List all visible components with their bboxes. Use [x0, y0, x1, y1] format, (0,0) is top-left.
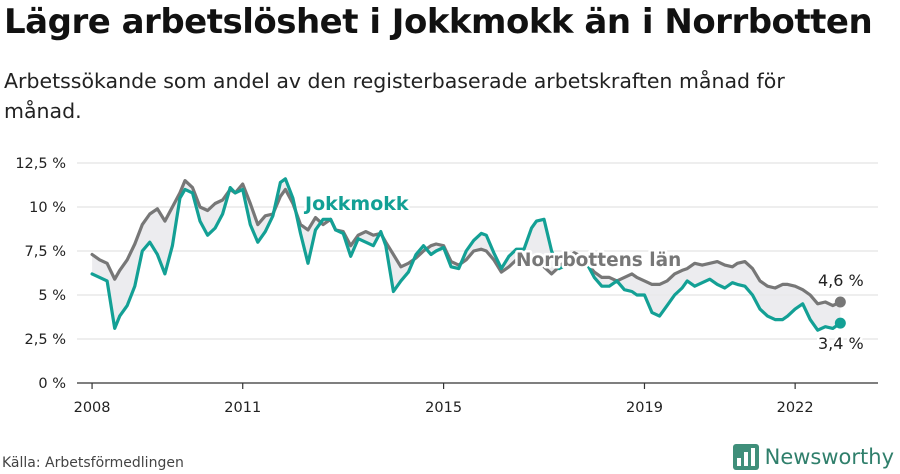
source-note: Källa: Arbetsförmedlingen	[2, 455, 184, 471]
bar-chart-icon	[732, 444, 759, 470]
chart-subtitle: Arbetssökande som andel av den registerb…	[4, 69, 785, 123]
end-label-norrbotten-halo: 4,6 %	[818, 271, 864, 290]
series-line-jokkmokk	[90, 177, 842, 332]
series-label-norrbotten-halo: Norrbottens län	[516, 250, 681, 271]
y-tick-label: 0 %	[38, 376, 66, 392]
end-point-norrbotten	[834, 296, 846, 308]
series-layer	[90, 177, 846, 332]
series-label-jokkmokk-halo: Jokkmokk	[303, 193, 409, 215]
brand-name: Newsworthy	[764, 445, 894, 469]
end-label-norrbotten: 4,6 %	[818, 271, 864, 290]
grid-layer: 0 % 2,5 % 5 % 7,5 % 10 % 12,5 % 2008 2011 2015 20…	[15, 156, 878, 416]
y-tick-label: 10 %	[29, 200, 66, 216]
end-label-jokkmokk: 3,4 %	[818, 334, 864, 353]
brand-logo: Newsworthy	[732, 444, 894, 470]
x-tick-label: 2011	[224, 400, 261, 416]
x-tick-label: 2019	[626, 400, 663, 416]
series-label-jokkmokk: Jokkmokk	[303, 193, 409, 215]
series-label-norrbotten: Norrbottens län	[516, 250, 681, 271]
end-point-jokkmokk	[834, 317, 846, 329]
end-label-jokkmokk-halo: 3,4 %	[818, 334, 864, 353]
x-tick-label: 2008	[74, 400, 111, 416]
y-tick-label: 12,5 %	[15, 156, 66, 172]
x-tick-label: 2015	[425, 400, 462, 416]
chart-title: Lägre arbetslöshet i Jokkmokk än i Norrb…	[4, 2, 873, 42]
y-tick-label: 7,5 %	[25, 244, 66, 260]
series-line-norrbotten	[90, 179, 842, 308]
x-tick-label: 2022	[777, 400, 814, 416]
y-tick-label: 5 %	[38, 288, 66, 304]
y-tick-label: 2,5 %	[25, 332, 66, 348]
